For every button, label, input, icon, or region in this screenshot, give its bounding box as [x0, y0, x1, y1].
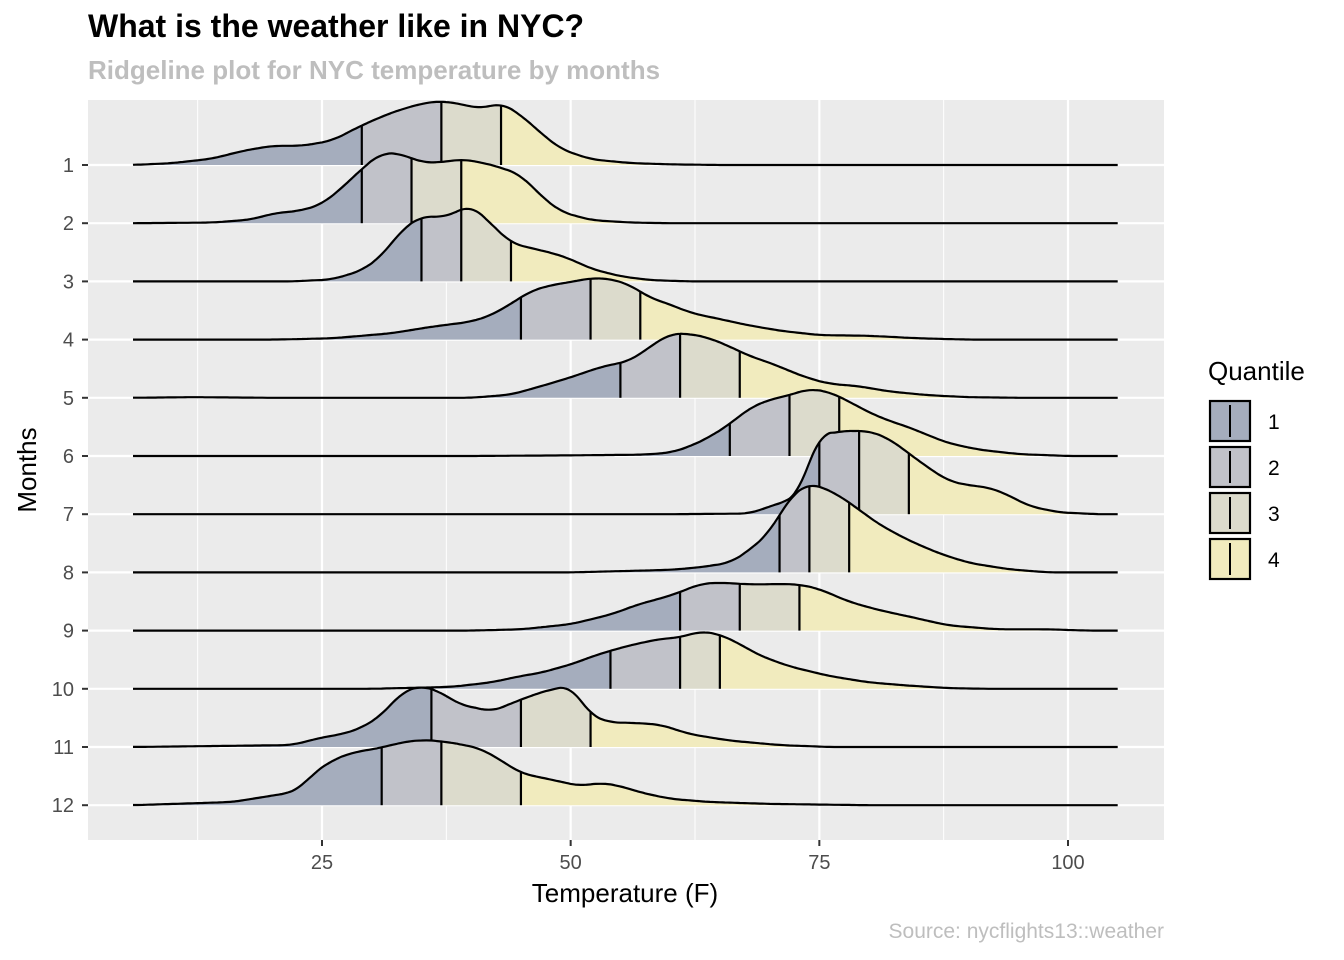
x-axis-title: Temperature (F)	[532, 878, 718, 908]
ridge-11-outline	[133, 686, 1118, 749]
ridge-5-quantile-4	[739, 351, 1118, 398]
ridge-month-12	[133, 739, 1118, 807]
ridge-8-quantile-3	[809, 486, 850, 573]
ridge-3-quantile-2	[421, 209, 462, 282]
ridge-11-quantile-4	[590, 711, 1118, 747]
ridge-2-quantile-3	[411, 158, 462, 224]
ridge-10-quantile-3	[680, 632, 720, 689]
y-tick-label: 8	[63, 562, 74, 584]
ridge-4-outline	[133, 277, 1118, 341]
legend: Quantile 1 2 3 4	[1208, 356, 1305, 581]
ridge-6-quantile-2	[729, 394, 790, 456]
ridge-4-quantile-3	[590, 278, 641, 340]
ridge-10-outline	[133, 631, 1118, 690]
ridge-8-quantile-2	[779, 486, 810, 573]
legend-entry-3: 3	[1208, 491, 1280, 535]
ridge-month-2	[132, 152, 1118, 225]
ridge-month-3	[133, 207, 1118, 283]
ridge-12-quantile-1	[133, 747, 382, 806]
ridge-month-9	[133, 581, 1118, 632]
ridge-3-quantile-4	[511, 240, 1118, 282]
x-tick-label: 100	[1051, 852, 1084, 874]
chart-subtitle: Ridgeline plot for NYC temperature by mo…	[88, 55, 661, 85]
legend-label: 3	[1268, 503, 1280, 526]
ridge-7-outline	[133, 429, 1118, 516]
chart-title: What is the weather like in NYC?	[88, 8, 585, 44]
ridge-5-outline	[132, 332, 1118, 399]
ridge-3-quantile-1	[133, 218, 422, 282]
y-tick-label: 5	[63, 388, 74, 410]
ridge-month-10	[133, 631, 1118, 690]
legend-entry-2: 2	[1208, 445, 1280, 489]
ridge-6-quantile-4	[839, 396, 1118, 456]
y-tick-label: 11	[53, 737, 74, 759]
ridge-3-quantile-3	[461, 208, 511, 282]
ridge-12-quantile-3	[441, 741, 521, 806]
ridge-10-quantile-2	[610, 636, 681, 689]
ridge-9-quantile-1	[133, 591, 681, 631]
y-tick-label: 2	[63, 213, 74, 235]
ridge-12-outline	[133, 739, 1118, 807]
ridge-1-quantile-4	[501, 105, 1118, 165]
legend-label: 2	[1268, 457, 1280, 480]
ridge-month-11	[133, 686, 1118, 749]
ridge-2-quantile-2	[361, 153, 412, 224]
ridge-4-quantile-2	[520, 278, 591, 340]
y-tick-label: 1	[63, 155, 74, 177]
ridges	[132, 100, 1118, 807]
ridge-2-outline	[132, 152, 1118, 225]
ridge-12-quantile-2	[381, 740, 442, 806]
legend-label: 4	[1268, 549, 1280, 572]
ridge-9-outline	[133, 581, 1118, 632]
ridge-5-quantile-3	[680, 333, 740, 398]
ridge-month-1	[132, 100, 1118, 167]
x-tick-label: 75	[808, 852, 830, 874]
ridge-1-quantile-1	[133, 125, 362, 165]
ridge-month-5	[132, 332, 1118, 399]
ridge-7-quantile-3	[859, 431, 909, 515]
y-tick-label: 3	[63, 271, 74, 293]
ridge-11-quantile-2	[431, 689, 521, 747]
y-tick-label: 4	[63, 330, 74, 352]
ridge-11-quantile-3	[520, 687, 591, 747]
ridge-9-quantile-3	[739, 583, 800, 631]
ridge-12-quantile-4	[520, 771, 1118, 806]
y-tick-label: 6	[63, 446, 74, 468]
ridge-7-quantile-4	[908, 453, 1118, 515]
ridge-month-6	[133, 388, 1118, 458]
ridge-9-quantile-2	[680, 583, 740, 631]
ridge-11-quantile-1	[133, 687, 432, 747]
ridge-10-quantile-4	[719, 635, 1118, 689]
ridge-1-outline	[132, 100, 1118, 167]
y-tick-label: 7	[63, 504, 74, 526]
ridge-8-outline	[132, 484, 1118, 574]
ridge-month-4	[133, 277, 1118, 341]
ridge-month-8	[132, 484, 1118, 574]
y-tick-label: 9	[63, 621, 74, 643]
ridge-9-quantile-4	[799, 585, 1118, 631]
ridge-1-quantile-3	[441, 101, 501, 165]
ridge-6-outline	[133, 388, 1118, 458]
y-axis-title: Months	[12, 427, 42, 512]
ridge-8-quantile-4	[849, 502, 1118, 573]
ridge-8-quantile-1	[133, 515, 780, 573]
legend-label: 1	[1268, 411, 1280, 434]
y-tick-label: 12	[52, 795, 74, 817]
y-tick-label: 10	[52, 679, 74, 701]
ridge-3-outline	[133, 207, 1118, 283]
x-tick-label: 25	[311, 852, 333, 874]
ridge-10-quantile-1	[133, 650, 611, 689]
x-tick-label: 50	[560, 852, 582, 874]
chart-caption: Source: nycflights13::weather	[888, 920, 1164, 943]
legend-entry-4: 4	[1208, 537, 1280, 581]
ridge-5-quantile-2	[620, 333, 681, 398]
legend-entry-1: 1	[1208, 399, 1280, 443]
ridge-5-quantile-1	[133, 362, 621, 398]
legend-title: Quantile	[1208, 356, 1305, 386]
ridge-2-quantile-4	[461, 160, 1118, 224]
